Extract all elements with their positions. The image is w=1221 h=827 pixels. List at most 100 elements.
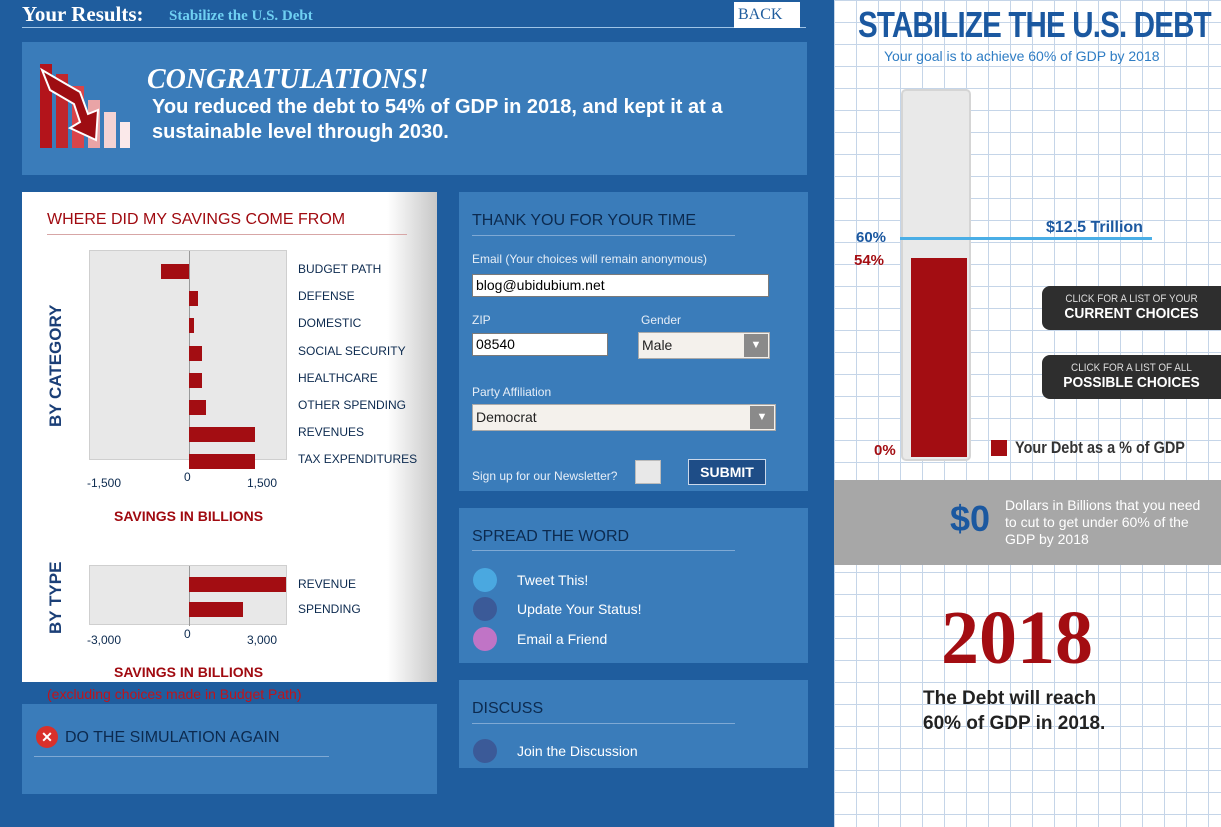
email-field[interactable]: blog@ubidubium.net: [472, 274, 769, 297]
congrats-heading: CONGRATULATIONS!: [147, 64, 429, 95]
tick-label: 3,000: [247, 633, 278, 647]
tick-label: -1,500: [87, 476, 122, 490]
chart-bar: [189, 400, 206, 415]
cut-needed-band: $0 Dollars in Billions that you need to …: [834, 480, 1221, 565]
discuss-divider: [472, 723, 735, 724]
by-type-label: BY TYPE: [46, 561, 65, 634]
chart-bar: [160, 264, 189, 279]
thanks-divider: [472, 235, 735, 236]
gender-select[interactable]: Male ▼: [638, 332, 770, 359]
simulation-panel: ✕ DO THE SIMULATION AGAIN: [22, 704, 437, 794]
category-label: REVENUES: [298, 425, 365, 440]
chevron-down-icon[interactable]: ▼: [744, 334, 768, 357]
target-label: 60%: [856, 229, 887, 246]
gender-value: Male: [642, 337, 673, 353]
party-label: Party Affiliation: [472, 385, 552, 399]
savings-divider: [47, 234, 407, 235]
meter-title: STABILIZE THE U.S. DEBT: [858, 4, 1212, 45]
simulation-again-link[interactable]: DO THE SIMULATION AGAIN: [65, 729, 280, 746]
possible-choices-button[interactable]: CLICK FOR A LIST OF ALL POSSIBLE CHOICES: [1042, 355, 1221, 399]
tick-label: 1,500: [247, 476, 278, 490]
newsletter-checkbox[interactable]: [635, 460, 661, 484]
category-label: REVENUE: [298, 577, 357, 591]
newsletter-label: Sign up for our Newsletter?: [472, 469, 618, 483]
category-label: DEFENSE: [298, 289, 355, 304]
target-year-text: The Debt will reach 60% of GDP in 2018.: [923, 686, 1105, 736]
party-select[interactable]: Democrat ▼: [472, 404, 776, 431]
category-label: DOMESTIC: [298, 316, 362, 331]
category-label: SPENDING: [298, 602, 361, 616]
category-chart: [89, 250, 287, 470]
thanks-heading: THANK YOU FOR YOUR TIME: [472, 212, 697, 229]
debt-down-chart-icon: [39, 64, 130, 148]
tick-label: 0: [184, 470, 191, 484]
twitter-icon: [473, 568, 497, 592]
savings-heading: WHERE DID MY SAVINGS COME FROM: [47, 211, 346, 228]
chevron-down-icon[interactable]: ▼: [750, 406, 774, 429]
category-label: OTHER SPENDING: [298, 398, 407, 412]
target-year-line1: The Debt will reach: [923, 688, 1097, 709]
discuss-panel: DISCUSS Join the Discussion: [459, 680, 808, 768]
debt-meter-panel: STABILIZE THE U.S. DEBT Your goal is to …: [834, 0, 1221, 827]
results-subtitle: Stabilize the U.S. Debt: [169, 8, 313, 24]
chart-bar: [189, 291, 199, 307]
congrats-text: You reduced the debt to 54% of GDP in 20…: [152, 96, 723, 143]
type-xlabel: SAVINGS IN BILLIONS: [114, 664, 264, 680]
email-label: Email (Your choices will remain anonymou…: [472, 252, 707, 266]
results-title: Your Results:: [22, 2, 144, 26]
possible-choices-big: POSSIBLE CHOICES: [1063, 374, 1200, 391]
gender-label: Gender: [641, 313, 682, 327]
zip-field[interactable]: 08540: [472, 333, 608, 356]
type-chart: [89, 565, 287, 626]
debt-gauge-fill: [911, 258, 967, 457]
email-friend-label: Email a Friend: [517, 631, 608, 647]
spread-panel: SPREAD THE WORD Tweet This! Update Your …: [459, 508, 808, 663]
cut-amount: $0: [950, 498, 991, 539]
debt-amount: $12.5 Trillion: [1046, 219, 1143, 236]
category-label: HEALTHCARE: [298, 370, 378, 385]
tweet-label: Tweet This!: [517, 572, 589, 588]
congrats-panel: CONGRATULATIONS! You reduced the debt to…: [22, 42, 807, 175]
current-choices-big: CURRENT CHOICES: [1064, 305, 1199, 322]
current-choices-button[interactable]: CLICK FOR A LIST OF YOUR CURRENT CHOICES: [1042, 286, 1221, 330]
zero-axis-line: [189, 566, 190, 626]
category-label: SOCIAL SECURITY: [298, 343, 406, 358]
chart-bar: [189, 372, 203, 388]
debt-gauge: [901, 89, 971, 461]
close-icon[interactable]: ✕: [36, 726, 58, 748]
cut-description: Dollars in Billions that you need to cut…: [1005, 497, 1201, 547]
legend-swatch: [991, 440, 1007, 456]
savings-panel: WHERE DID MY SAVINGS COME FROM BY CATEGO…: [22, 192, 437, 682]
header-divider: [22, 27, 806, 28]
zero-label: 0%: [874, 442, 896, 459]
join-discussion-label: Join the Discussion: [517, 743, 638, 759]
meter-goal: Your goal is to achieve 60% of GDP by 20…: [884, 48, 1160, 64]
by-category-label: BY CATEGORY: [46, 304, 65, 427]
thanks-panel: THANK YOU FOR YOUR TIME Email (Your choi…: [459, 192, 808, 491]
current-choices-small: CLICK FOR A LIST OF YOUR: [1065, 293, 1198, 305]
legend-label: Your Debt as a % of GDP: [1015, 438, 1185, 457]
current-label: 54%: [854, 252, 885, 269]
discuss-heading: DISCUSS: [472, 700, 544, 717]
chart-bar: [189, 577, 287, 592]
checkmark-icon: [473, 627, 497, 651]
target-line: [900, 237, 1152, 240]
back-button[interactable]: BACK: [734, 2, 800, 28]
category-xlabel: SAVINGS IN BILLIONS: [114, 508, 264, 524]
chart-bar: [189, 318, 194, 334]
category-label: BUDGET PATH: [298, 262, 382, 276]
spread-heading: SPREAD THE WORD: [472, 528, 630, 545]
facebook-icon: [473, 597, 497, 621]
target-year: 2018: [941, 596, 1093, 680]
chart-bar: [189, 454, 255, 470]
submit-button[interactable]: SUBMIT: [688, 459, 766, 485]
chart-bar: [189, 427, 255, 443]
zip-label: ZIP: [472, 313, 491, 327]
party-value: Democrat: [476, 409, 537, 425]
savings-note: (excluding choices made in Budget Path): [47, 686, 302, 702]
simulation-divider: [34, 756, 329, 757]
chart-bar: [189, 345, 203, 361]
possible-choices-small: CLICK FOR A LIST OF ALL: [1071, 362, 1192, 374]
tick-label: -3,000: [87, 633, 122, 647]
category-label: TAX EXPENDITURES: [298, 452, 418, 467]
